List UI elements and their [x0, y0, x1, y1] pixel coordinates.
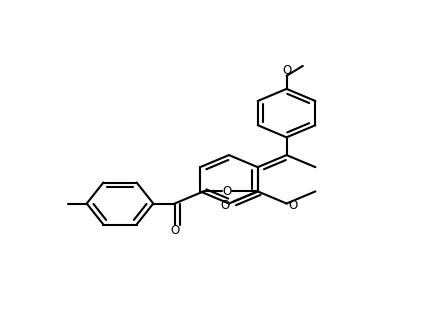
Text: O: O [282, 64, 291, 77]
Text: O: O [223, 185, 232, 198]
Text: O: O [220, 199, 230, 212]
Text: O: O [288, 198, 297, 212]
Text: O: O [170, 224, 179, 237]
